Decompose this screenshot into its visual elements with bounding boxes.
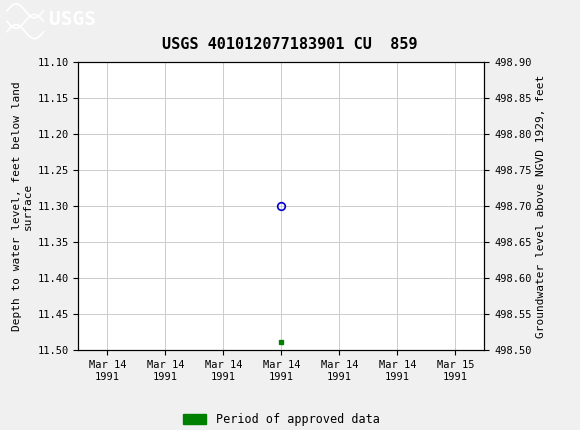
Legend: Period of approved data: Period of approved data xyxy=(178,408,385,430)
Text: USGS: USGS xyxy=(49,10,96,29)
Text: USGS 401012077183901 CU  859: USGS 401012077183901 CU 859 xyxy=(162,37,418,52)
Y-axis label: Depth to water level, feet below land
surface: Depth to water level, feet below land su… xyxy=(12,82,33,331)
Y-axis label: Groundwater level above NGVD 1929, feet: Groundwater level above NGVD 1929, feet xyxy=(536,75,546,338)
